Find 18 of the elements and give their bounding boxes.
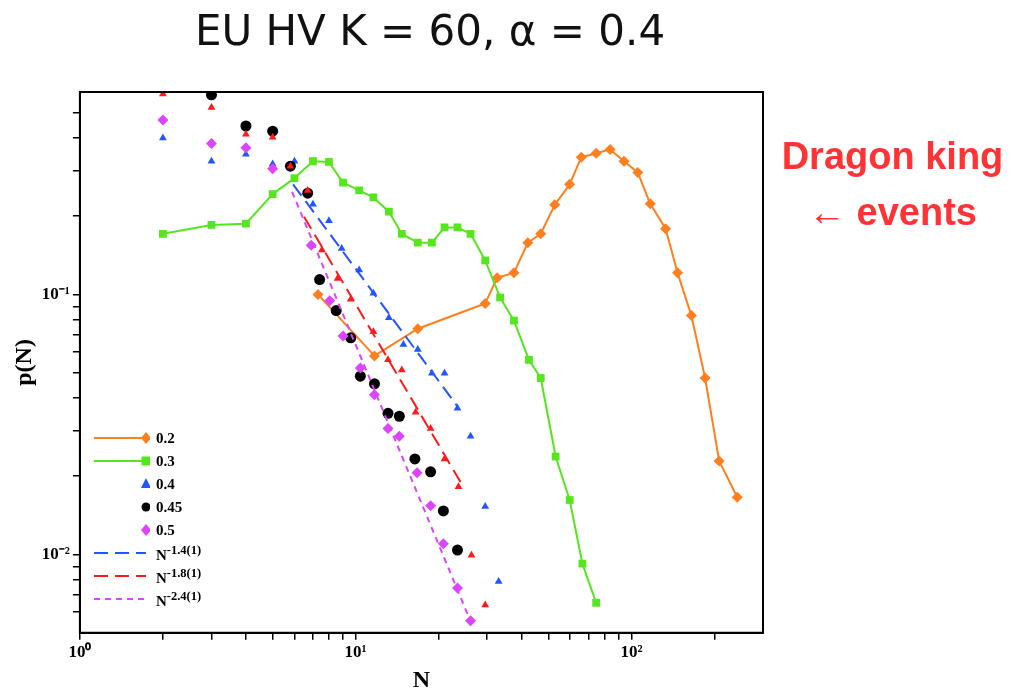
legend-label: 0.4 (155, 475, 175, 493)
legend-label: 0.5 (155, 521, 175, 539)
x-tick-label: 10² (620, 642, 643, 662)
legend-label: N$^{-2.4(1)}$ (155, 588, 202, 610)
x-tick-label: 10¹ (344, 642, 367, 662)
legend-label: 0.45 (155, 498, 183, 516)
y-axis-title: p(N) (9, 339, 36, 386)
text: ← events (807, 190, 978, 235)
legend-label: 0.3 (155, 452, 175, 470)
y-tick-label: 10⁻¹ (41, 283, 70, 303)
x-tick-label: 10⁰ (68, 642, 92, 662)
text: Dragon king (780, 134, 1005, 179)
legend-label: N$^{-1.8(1)}$ (155, 565, 202, 587)
y-tick-label: 10⁻² (41, 543, 70, 563)
legend-label: N$^{-1.4(1)}$ (155, 542, 202, 564)
legend-label: 0.2 (155, 429, 175, 447)
x-axis-title: N (412, 665, 431, 692)
chart-title: EU HV K = 60, α = 0.4 (193, 6, 667, 55)
